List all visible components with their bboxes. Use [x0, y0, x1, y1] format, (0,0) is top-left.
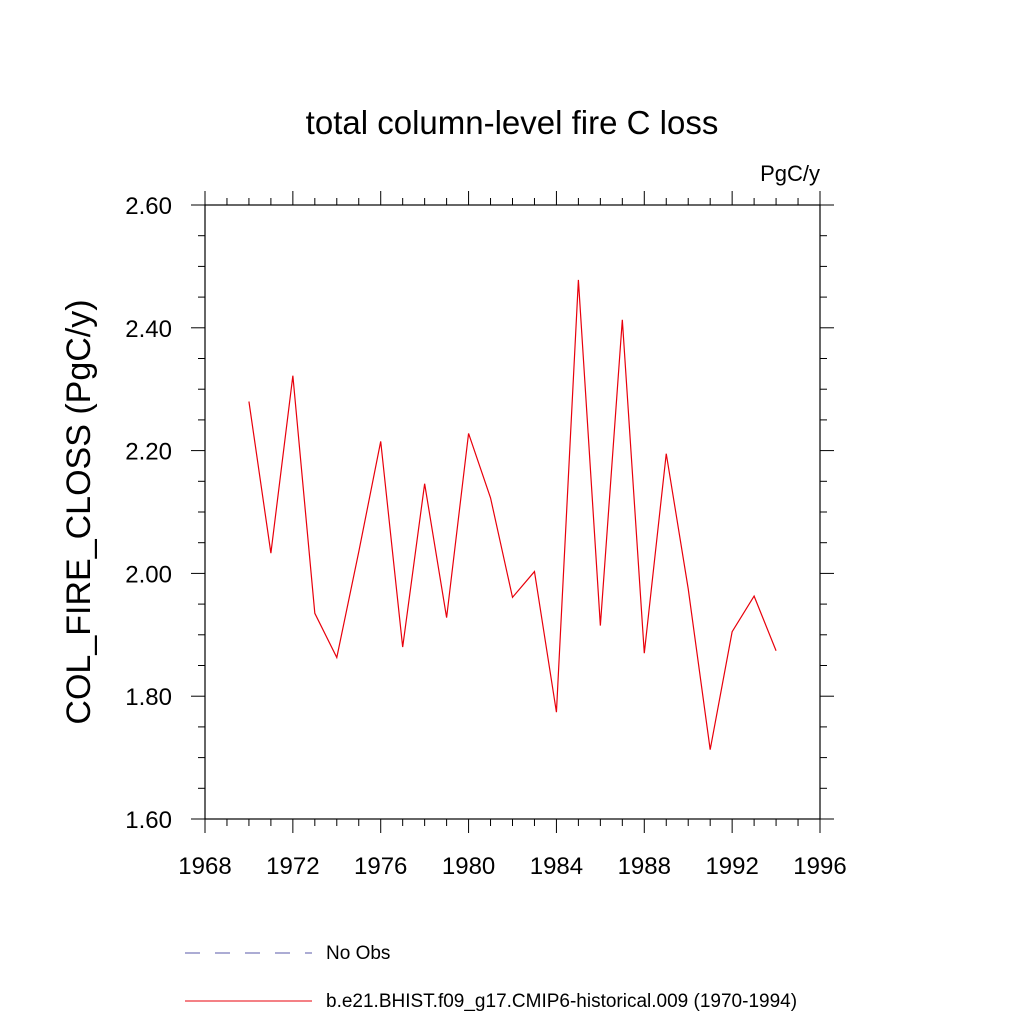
legend-label-no-obs: No Obs: [326, 943, 390, 964]
plot-frame: [204, 204, 821, 820]
legend-label-model-run: b.e21.BHIST.f09_g17.CMIP6-historical.009…: [326, 991, 797, 1012]
units-label: PgC/y: [760, 161, 820, 186]
legend: No Obs b.e21.BHIST.f09_g17.CMIP6-histori…: [185, 943, 797, 1012]
axis-ticks: 1968 1972 1976 1980 1984 1988 1992 1996 1.60 1.80…: [125, 191, 847, 880]
y-tick-label: 2.60: [125, 193, 172, 220]
y-axis-label: COL_FIRE_CLOSS (PgC/y): [60, 299, 98, 724]
x-tick-label: 1988: [618, 853, 671, 880]
y-tick-label: 2.20: [125, 439, 172, 466]
y-tick-label: 1.80: [125, 684, 172, 711]
x-tick-label: 1976: [354, 853, 407, 880]
x-tick-label: 1972: [266, 853, 319, 880]
series-layer: [248, 279, 777, 750]
x-tick-label: 1980: [442, 853, 495, 880]
y-tick-label: 2.00: [125, 561, 172, 588]
y-tick-label: 2.40: [125, 316, 172, 343]
x-tick-label: 1968: [178, 853, 231, 880]
y-tick-label: 1.60: [125, 807, 172, 834]
x-tick-label: 1984: [530, 853, 583, 880]
x-tick-label: 1992: [705, 853, 758, 880]
series-line-0: [248, 279, 777, 750]
x-tick-label: 1996: [793, 853, 846, 880]
chart-title: total column-level fire C loss: [306, 104, 719, 141]
